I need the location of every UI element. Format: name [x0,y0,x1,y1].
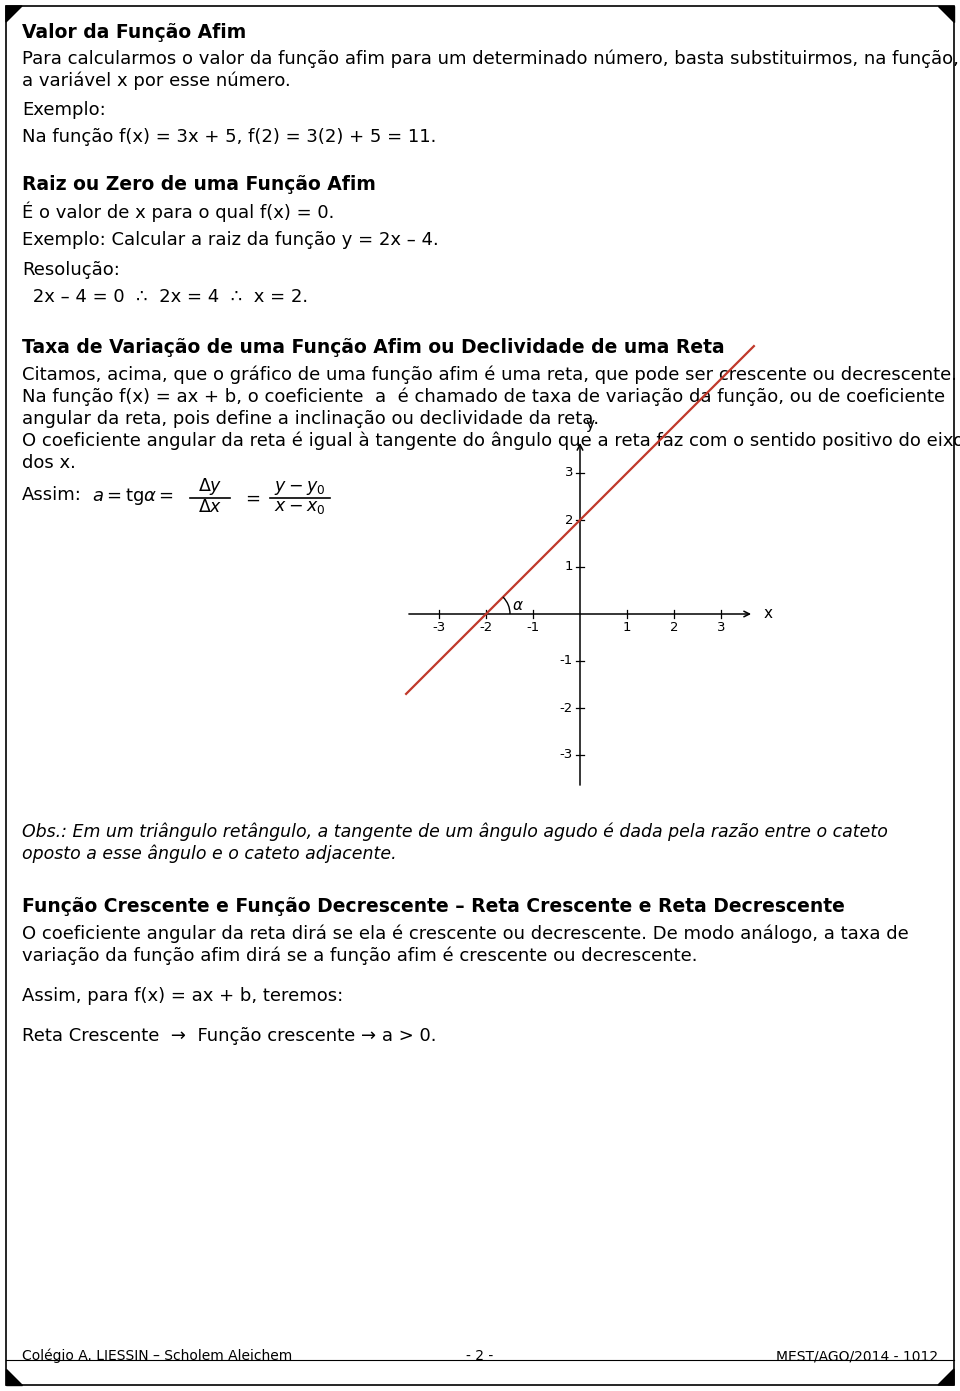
Text: 2: 2 [670,620,679,634]
Text: O coeficiente angular da reta é igual à tangente do ângulo que a reta faz com o : O coeficiente angular da reta é igual à … [22,433,960,451]
Text: -1: -1 [560,655,573,668]
Text: Taxa de Variação de uma Função Afim ou Declividade de uma Reta: Taxa de Variação de uma Função Afim ou D… [22,338,725,357]
Text: $x - x_0$: $x - x_0$ [275,499,325,516]
Text: -1: -1 [526,620,540,634]
Text: Citamos, acima, que o gráfico de uma função afim é uma reta, que pode ser cresce: Citamos, acima, que o gráfico de uma fun… [22,366,957,384]
Text: x: x [764,606,773,622]
Text: 1: 1 [623,620,632,634]
Text: 3: 3 [717,620,725,634]
Text: MEST/AGO/2014 - 1012: MEST/AGO/2014 - 1012 [776,1349,938,1363]
Text: a variável x por esse número.: a variável x por esse número. [22,71,291,89]
Text: Resolução:: Resolução: [22,262,120,280]
Text: $\Delta y$: $\Delta y$ [198,476,222,497]
Polygon shape [938,6,954,22]
Text: Raiz ou Zero de uma Função Afim: Raiz ou Zero de uma Função Afim [22,175,376,193]
Text: 3: 3 [564,466,573,480]
Text: Função Crescente e Função Decrescente – Reta Crescente e Reta Decrescente: Função Crescente e Função Decrescente – … [22,897,845,915]
Text: Obs.: Em um triângulo retângulo, a tangente de um ângulo agudo é dada pela razão: Obs.: Em um triângulo retângulo, a tange… [22,823,888,842]
Text: 2: 2 [564,513,573,527]
Text: Para calcularmos o valor da função afim para um determinado número, basta substi: Para calcularmos o valor da função afim … [22,49,959,68]
Text: angular da reta, pois define a inclinação ou declividade da reta.: angular da reta, pois define a inclinaçã… [22,410,599,428]
Polygon shape [6,1369,22,1385]
Text: Colégio A. LIESSIN – Scholem Aleichem: Colégio A. LIESSIN – Scholem Aleichem [22,1348,292,1363]
Text: -3: -3 [432,620,445,634]
Text: Assim, para f(x) = ax + b, teremos:: Assim, para f(x) = ax + b, teremos: [22,986,344,1004]
Text: $=$: $=$ [242,490,260,506]
Text: - 2 -: - 2 - [467,1349,493,1363]
Text: $a = \mathrm{tg}\alpha =$: $a = \mathrm{tg}\alpha =$ [92,485,174,506]
Text: y: y [585,417,594,433]
Text: Assim:: Assim: [22,485,82,504]
Polygon shape [6,6,22,22]
Polygon shape [938,1369,954,1385]
Text: Exemplo: Calcular a raiz da função y = 2x – 4.: Exemplo: Calcular a raiz da função y = 2… [22,231,439,249]
Text: O coeficiente angular da reta dirá se ela é crescente ou decrescente. De modo an: O coeficiente angular da reta dirá se el… [22,925,909,943]
Text: É o valor de x para o qual f(x) = 0.: É o valor de x para o qual f(x) = 0. [22,202,334,221]
Text: $\alpha$: $\alpha$ [512,598,524,612]
Text: -2: -2 [479,620,492,634]
Text: -2: -2 [560,701,573,715]
Text: $\Delta x$: $\Delta x$ [198,499,222,516]
Text: Reta Crescente  →  Função crescente → a > 0.: Reta Crescente → Função crescente → a > … [22,1027,437,1045]
Text: $y - y_0$: $y - y_0$ [275,479,325,497]
Text: Na função f(x) = ax + b, o coeficiente  a  é chamado de taxa de variação da funç: Na função f(x) = ax + b, o coeficiente a… [22,388,946,406]
Text: dos x.: dos x. [22,453,76,472]
Text: variação da função afim dirá se a função afim é crescente ou decrescente.: variação da função afim dirá se a função… [22,947,698,965]
Text: -3: -3 [560,748,573,761]
Text: Exemplo:: Exemplo: [22,102,106,120]
Text: 2x – 4 = 0  ∴  2x = 4  ∴  x = 2.: 2x – 4 = 0 ∴ 2x = 4 ∴ x = 2. [27,288,308,306]
Text: Na função f(x) = 3x + 5, f(2) = 3(2) + 5 = 11.: Na função f(x) = 3x + 5, f(2) = 3(2) + 5… [22,128,437,146]
Text: 1: 1 [564,561,573,573]
Text: oposto a esse ângulo e o cateto adjacente.: oposto a esse ângulo e o cateto adjacent… [22,844,396,864]
Text: Valor da Função Afim: Valor da Função Afim [22,24,247,42]
